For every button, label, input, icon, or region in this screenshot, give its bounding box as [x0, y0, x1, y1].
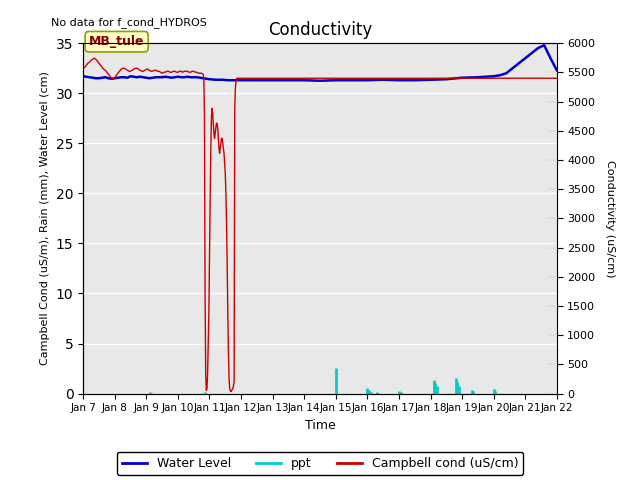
Title: Conductivity: Conductivity	[268, 21, 372, 39]
Legend: Water Level, ppt, Campbell cond (uS/cm): Water Level, ppt, Campbell cond (uS/cm)	[116, 452, 524, 475]
Text: No data for f_cond_HYDROS: No data for f_cond_HYDROS	[51, 17, 207, 28]
X-axis label: Time: Time	[305, 419, 335, 432]
Y-axis label: Conductivity (uS/cm): Conductivity (uS/cm)	[605, 160, 615, 277]
Y-axis label: Campbell Cond (uS/m), Rain (mm), Water Level (cm): Campbell Cond (uS/m), Rain (mm), Water L…	[40, 72, 51, 365]
Text: MB_tule: MB_tule	[89, 35, 145, 48]
